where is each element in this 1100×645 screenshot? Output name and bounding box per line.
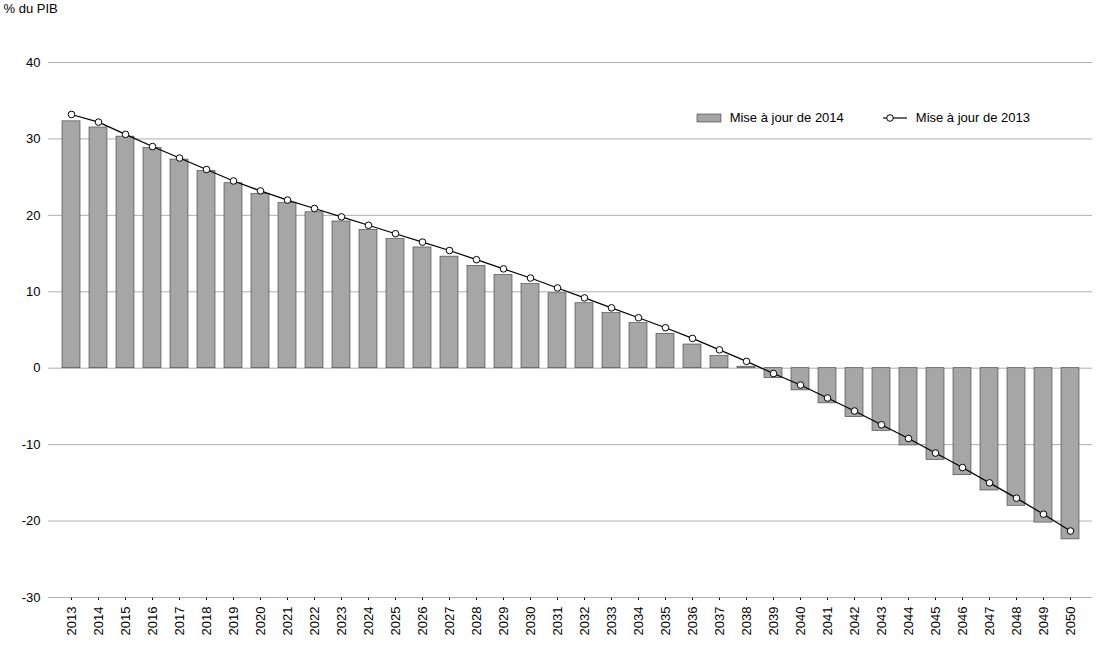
svg-text:2027: 2027 (442, 607, 457, 636)
svg-text:2036: 2036 (685, 607, 700, 636)
svg-text:2016: 2016 (145, 607, 160, 636)
svg-text:2047: 2047 (982, 607, 997, 636)
svg-text:-30: -30 (22, 590, 41, 605)
svg-text:2031: 2031 (550, 607, 565, 636)
svg-text:2028: 2028 (469, 607, 484, 636)
svg-text:% du PIB: % du PIB (4, 1, 58, 16)
svg-text:2050: 2050 (1063, 607, 1078, 636)
svg-text:2034: 2034 (631, 607, 646, 636)
svg-text:2045: 2045 (928, 607, 943, 636)
svg-text:2021: 2021 (280, 607, 295, 636)
svg-text:2013: 2013 (64, 607, 79, 636)
svg-text:2033: 2033 (604, 607, 619, 636)
svg-text:2014: 2014 (91, 607, 106, 636)
svg-text:2046: 2046 (955, 607, 970, 636)
svg-text:0: 0 (33, 360, 40, 375)
svg-text:2026: 2026 (415, 607, 430, 636)
svg-text:2037: 2037 (712, 607, 727, 636)
svg-text:-20: -20 (22, 513, 41, 528)
svg-text:2043: 2043 (874, 607, 889, 636)
svg-text:2022: 2022 (307, 607, 322, 636)
svg-text:2039: 2039 (766, 607, 781, 636)
svg-text:2025: 2025 (388, 607, 403, 636)
html-text:Mise à jour de 2014: Mise à jour de 2014 (729, 110, 844, 125)
svg-text:2017: 2017 (172, 607, 187, 636)
svg-text:2015: 2015 (118, 607, 133, 636)
svg-text:2041: 2041 (820, 607, 835, 636)
svg-text:2048: 2048 (1009, 607, 1024, 636)
svg-text:2029: 2029 (496, 607, 511, 636)
html-text:Mise à jour de 2013: Mise à jour de 2013 (915, 110, 1030, 125)
svg-text:2038: 2038 (739, 607, 754, 636)
svg-text:2049: 2049 (1036, 607, 1051, 636)
svg-text:-10: -10 (22, 437, 41, 452)
svg-text:2023: 2023 (334, 607, 349, 636)
svg-text:30: 30 (26, 131, 40, 146)
svg-text:2019: 2019 (226, 607, 241, 636)
svg-text:2040: 2040 (793, 607, 808, 636)
svg-text:20: 20 (26, 208, 40, 223)
svg-text:2032: 2032 (577, 607, 592, 636)
svg-text:10: 10 (26, 284, 40, 299)
svg-text:2030: 2030 (523, 607, 538, 636)
svg-text:2024: 2024 (361, 607, 376, 636)
svg-text:2018: 2018 (199, 607, 214, 636)
svg-text:2020: 2020 (253, 607, 268, 636)
svg-text:2042: 2042 (847, 607, 862, 636)
svg-text:40: 40 (26, 55, 40, 70)
svg-text:2035: 2035 (658, 607, 673, 636)
svg-text:2044: 2044 (901, 607, 916, 636)
